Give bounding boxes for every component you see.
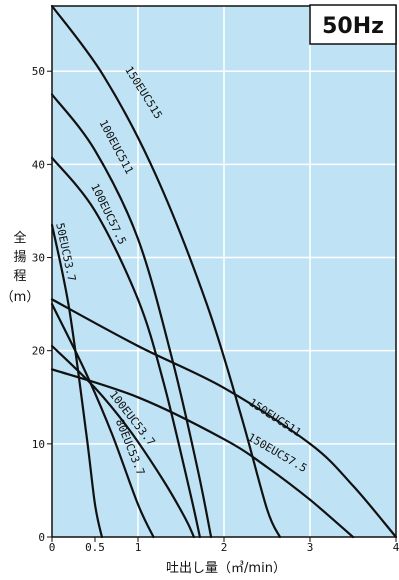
curve-80euc53-7 (50, 303, 155, 539)
curves (50, 4, 398, 539)
y-axis-title-char-3: 程 (13, 269, 26, 284)
x-tick-label: 2 (221, 541, 228, 554)
frequency-badge: 50Hz (309, 4, 397, 45)
x-tick-label: 1 (135, 541, 142, 554)
x-axis-title: 吐出し量（㎥/min） (166, 561, 286, 576)
curve-100euc57-5 (50, 156, 201, 539)
y-axis-title-char-2: 揚 (13, 249, 26, 265)
grid-lines (52, 6, 396, 537)
x-tick-label: 0 (49, 541, 56, 554)
curve-150euc515 (50, 4, 281, 539)
x-tick-label: 0.5 (85, 541, 105, 554)
y-tick-label: 50 (32, 65, 45, 78)
y-tick-label: 30 (32, 252, 45, 265)
y-axis-title-unit: （m） (1, 290, 40, 305)
y-axis-title: 全 揚 程 （m） (1, 230, 40, 305)
curve-100euc511 (50, 93, 213, 539)
y-ticks: 0 10 20 30 40 50 (32, 65, 52, 544)
curve-150euc511 (50, 298, 398, 539)
x-ticks: 0 0.5 1 2 3 4 (49, 537, 399, 554)
y-axis-title-char-1: 全 (13, 230, 26, 246)
x-tick-label: 4 (393, 541, 399, 554)
y-tick-label: 10 (32, 438, 45, 451)
curve-150euc57-5 (50, 368, 355, 539)
y-tick-label: 0 (38, 531, 45, 544)
y-tick-label: 20 (32, 345, 45, 358)
curve-50euc53-7 (50, 223, 103, 539)
y-tick-label: 40 (32, 158, 45, 171)
x-tick-label: 3 (307, 541, 314, 554)
chart-title: 50Hz (322, 14, 384, 39)
